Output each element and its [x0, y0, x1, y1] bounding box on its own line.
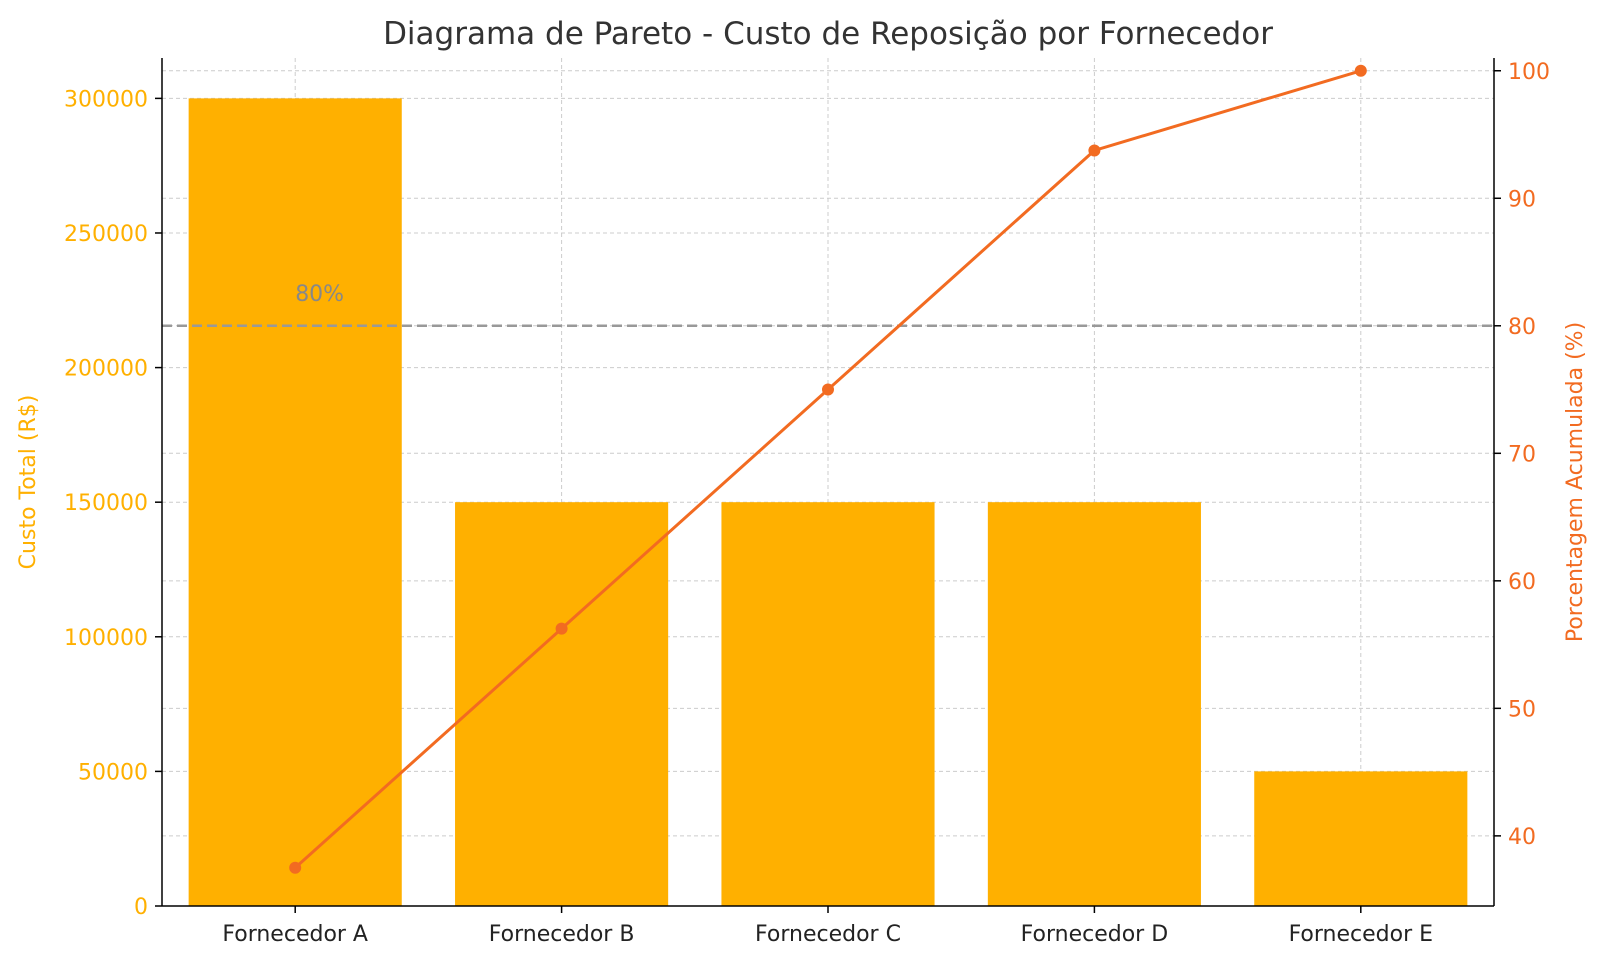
- right-tick-label: 60: [1508, 570, 1536, 595]
- left-tick-label: 100000: [64, 626, 148, 651]
- right-tick-label: 80: [1508, 315, 1536, 340]
- left-axis-ticks: 0 50000 100000 150000 200000 250000 300000: [64, 87, 162, 920]
- bar-3: [721, 502, 935, 906]
- x-axis-ticks: Fornecedor A Fornecedor B Fornecedor C Forn…: [222, 906, 1433, 947]
- reference-line-label: 80%: [295, 282, 344, 307]
- left-tick-label: 250000: [64, 222, 148, 247]
- cumulative-point-1: [289, 861, 302, 874]
- right-tick-label: 40: [1508, 825, 1536, 850]
- left-tick-label: 50000: [78, 760, 148, 785]
- cumulative-point-4: [1088, 144, 1101, 157]
- x-tick-label: Fornecedor D: [1021, 922, 1169, 947]
- cumulative-point-5: [1354, 64, 1367, 77]
- right-axis-ticks: 40 50 60 70 80 90 100: [1494, 60, 1550, 850]
- chart-title: Diagrama de Pareto - Custo de Reposição …: [383, 16, 1273, 52]
- bars: [188, 98, 1468, 906]
- right-tick-label: 100: [1508, 60, 1550, 85]
- bar-5: [1254, 771, 1468, 906]
- right-tick-label: 90: [1508, 187, 1536, 212]
- left-tick-label: 300000: [64, 87, 148, 112]
- left-tick-label: 0: [134, 895, 148, 920]
- cumulative-line-group: [289, 64, 1367, 874]
- x-tick-label: Fornecedor C: [755, 922, 901, 947]
- right-tick-label: 70: [1508, 442, 1536, 467]
- bar-4: [987, 502, 1201, 906]
- left-tick-label: 200000: [64, 357, 148, 382]
- right-axis-label: Porcentagem Acumulada (%): [1563, 322, 1588, 642]
- x-tick-label: Fornecedor E: [1289, 922, 1433, 947]
- reference-line-group: 80%: [162, 282, 1494, 328]
- left-tick-label: 150000: [64, 491, 148, 516]
- bar-2: [455, 502, 669, 906]
- bar-1: [188, 98, 402, 906]
- cumulative-point-2: [555, 622, 568, 635]
- x-tick-label: Fornecedor A: [222, 922, 368, 947]
- left-axis-label: Custo Total (R$): [16, 395, 41, 570]
- cumulative-point-3: [822, 383, 834, 396]
- right-tick-label: 50: [1508, 697, 1536, 722]
- x-tick-label: Fornecedor B: [489, 922, 635, 947]
